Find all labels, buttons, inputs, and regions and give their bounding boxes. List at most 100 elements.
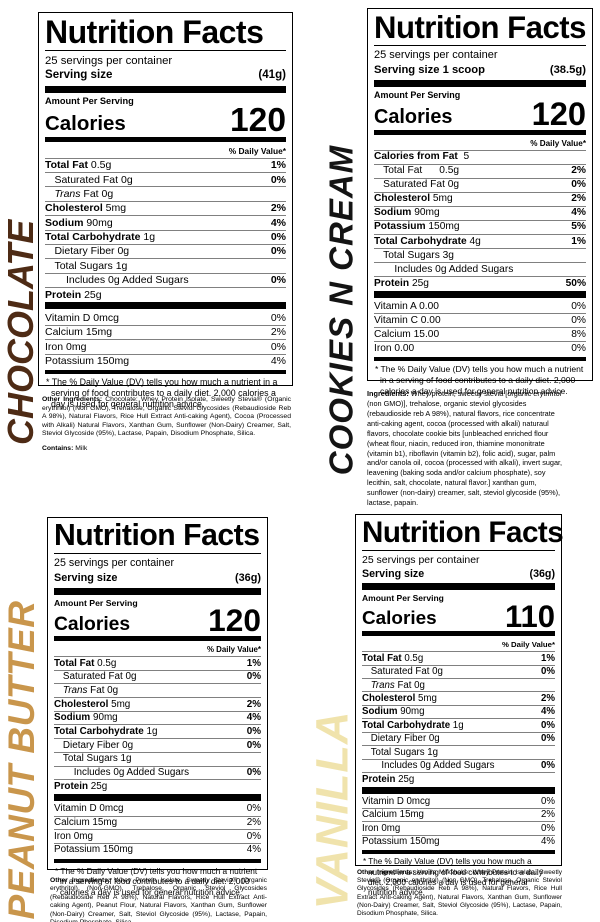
ingredients-text: Vanilla Milkshake: Whey Protein Isolate,…	[357, 869, 563, 917]
nutrient-daily-value: 0%	[246, 767, 261, 779]
nutrient-name: Total Sugars 1g	[62, 753, 132, 765]
nutrient-rows: Total Fat 0.5g 1% Saturated Fat 0g 0% Trans …	[362, 651, 555, 785]
nutrient-name: Potassium 150mg	[362, 836, 440, 848]
calories-label: Calories	[54, 613, 131, 635]
nutrient-daily-value: 0%	[571, 300, 586, 312]
nutrient-row: Total Carbohydrate 4g 1%	[374, 234, 586, 248]
nutrient-daily-value: 5%	[571, 221, 586, 233]
nutrient-daily-value: 2%	[571, 193, 586, 205]
thick-divider	[45, 86, 286, 94]
nutrient-daily-value: 0%	[571, 342, 586, 354]
nutrient-name: Iron 0mg	[54, 830, 93, 842]
thick-divider	[54, 587, 261, 595]
nutrient-name: Dietary Fiber 0g	[370, 733, 440, 745]
nutrient-row: Sodium 90mg 4%	[45, 215, 286, 229]
vitamin-rows: Vitamin A 0.00 0% Vitamin C 0.00 0% Calcium …	[374, 300, 586, 355]
flavor-label-peanut-butter: PEANUT BUTTER	[1, 600, 42, 920]
ingredients-text: Whey protein, sweetly stevia [organic er…	[367, 389, 563, 508]
nutrient-row: Dietary Fiber 0g 0%	[362, 731, 555, 745]
vitamin-rows: Vitamin D 0mcg 0% Calcium 15mg 2% Iron 0mg 0%…	[54, 803, 261, 857]
nutrient-row: Saturated Fat 0g 0%	[54, 669, 261, 684]
nutrient-row: Trans Fat 0g	[45, 186, 286, 200]
nutrient-rows: Total Fat 0.5g 1% Saturated Fat 0g 0% Trans …	[54, 656, 261, 793]
calories-row: Calories 120	[54, 602, 261, 639]
nutrient-name: Total Fat 0.5g	[45, 159, 112, 172]
nutrient-name: Total Carbohydrate 4g	[374, 235, 481, 247]
nutrient-name: Sodium 90mg	[374, 207, 440, 219]
flavor-label-cookies-n-cream: COOKIES N CREAM	[322, 144, 360, 476]
medium-divider	[45, 136, 286, 142]
calories-label: Calories	[362, 608, 437, 630]
nutrient-name: Saturated Fat 0g	[62, 671, 137, 683]
thin-divider	[374, 357, 586, 362]
serving-size-label: Serving size	[45, 69, 113, 82]
amount-per-serving: Amount Per Serving	[45, 96, 134, 107]
nutrient-daily-value: 0%	[270, 340, 286, 353]
nutrient-name: Total Fat 0.5g	[362, 652, 424, 664]
nutrient-daily-value: 0%	[540, 666, 555, 678]
nutrient-row: Trans Fat 0g	[54, 683, 261, 697]
nutrient-daily-value: 0%	[246, 739, 261, 751]
nutrient-row: Includes 0g Added Sugars 0%	[54, 765, 261, 780]
nutrient-name: Calcium 15.00	[374, 328, 440, 340]
nutrient-daily-value: 8%	[571, 328, 586, 340]
flavor-label-vanilla: VANILLA	[306, 710, 358, 910]
nutrient-daily-value: 1%	[246, 657, 261, 669]
nutrient-row: Sodium 90mg 4%	[362, 704, 555, 718]
nutrient-row: Cholesterol 5mg 2%	[54, 697, 261, 711]
thick-divider	[374, 80, 586, 88]
nutrient-name: Cholesterol 5mg	[362, 692, 437, 704]
nutrient-daily-value: 4%	[246, 844, 261, 856]
nutrient-daily-value: 2%	[246, 817, 261, 829]
nutrient-name: Vitamin D 0mcg	[362, 796, 431, 808]
nutrient-daily-value: 2%	[540, 809, 555, 821]
nutrient-daily-value: 0%	[270, 231, 286, 244]
serving-size-value: (41g)	[258, 69, 286, 82]
nutrient-row: Potassium 150mg 4%	[362, 834, 555, 848]
nutrient-name: Iron 0.00	[374, 342, 415, 354]
nutrition-facts-title: Nutrition Facts	[54, 520, 261, 555]
nutrition-facts-title: Nutrition Facts	[362, 516, 564, 551]
nutrient-row: Calcium 15mg 2%	[362, 807, 555, 821]
calories-value: 110	[504, 598, 555, 634]
nutrient-row: Total Sugars 1g	[54, 751, 261, 766]
nutrient-name: Dietary Fiber 0g	[62, 739, 134, 751]
nutrient-daily-value: 4%	[540, 706, 555, 718]
nutrient-row: Sodium 90mg 4%	[374, 205, 586, 220]
nutrition-label-chocolate: Nutrition Facts 25 servings per containe…	[38, 12, 293, 409]
nutrient-row: Calcium 15mg 2%	[45, 324, 286, 339]
nutrient-name: Saturated Fat 0g	[54, 173, 133, 186]
nutrient-name: Calcium 15mg	[54, 817, 118, 829]
nutrient-name: Sodium 90mg	[54, 712, 118, 724]
servings-per-container: 25 servings per container	[54, 557, 175, 570]
nutrient-row: Saturated Fat 0g 0%	[45, 172, 286, 186]
nutrition-facts-title: Nutrition Facts	[374, 10, 586, 47]
nutrient-daily-value: 0%	[270, 173, 286, 186]
nutrient-row: Total Fat 0.5g 1%	[54, 656, 261, 670]
nutrient-row: Vitamin A 0.00 0%	[374, 300, 586, 313]
nutrient-name: Trans Fat 0g	[370, 679, 425, 691]
ingredients-text: Whey Protein Isolate, Sweetly Stevia® (O…	[50, 877, 267, 922]
serving-size-row: Serving size (36g)	[54, 571, 261, 587]
nutrient-row: Total Carbohydrate 1g 0%	[45, 229, 286, 244]
nutrient-row: Protein 25g	[45, 287, 286, 301]
nutrient-daily-value: 0%	[540, 822, 555, 834]
nutrition-label-vanilla: Nutrition Facts 25 servings per containe…	[355, 514, 564, 897]
vitamin-rows: Vitamin D 0mcg 0% Calcium 15mg 2% Iron 0mg 0%…	[45, 311, 286, 368]
nutrient-row: Saturated Fat 0g 0%	[374, 177, 586, 192]
nutrient-daily-value: 0%	[270, 311, 286, 324]
thin-divider	[54, 858, 261, 863]
nutrient-row: Iron 0mg 0%	[362, 821, 555, 834]
nutrient-row: Vitamin C 0.00 0%	[374, 313, 586, 327]
nutrient-row: Vitamin D 0mcg 0%	[54, 803, 261, 816]
nutrient-daily-value: 0%	[540, 719, 555, 731]
nutrient-row: Vitamin D 0mcg 0%	[45, 311, 286, 324]
calories-value: 120	[208, 602, 261, 639]
nutrient-name: Calories from Fat 5	[374, 151, 470, 163]
nutrient-name: Dietary Fiber 0g	[54, 245, 130, 258]
nutrient-daily-value: 0%	[246, 830, 261, 842]
ingredients-vanilla: Other Ingredients: Vanilla Milkshake: Wh…	[357, 869, 562, 922]
nutrition-facts-title: Nutrition Facts	[45, 16, 286, 52]
nutrient-row: Total Carbohydrate 1g 0%	[362, 718, 555, 731]
calories-row: Calories 110	[362, 598, 555, 634]
